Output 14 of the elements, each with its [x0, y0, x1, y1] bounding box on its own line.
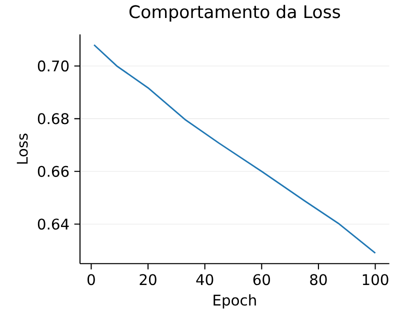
y-tick-label: 0.70 — [38, 60, 69, 72]
chart-title: Comportamento da Loss — [129, 4, 340, 22]
y-axis-title: Loss — [16, 134, 28, 164]
x-tick-label: 60 — [253, 274, 270, 286]
x-axis-title: Epoch — [214, 294, 256, 308]
x-tick-label: 20 — [140, 274, 156, 286]
x-tick-label: 80 — [310, 274, 327, 286]
x-tick-label: 0 — [88, 274, 95, 286]
x-tick-label: 40 — [196, 274, 214, 286]
y-tick-label: 0.68 — [38, 113, 69, 124]
y-tick-label: 0.64 — [38, 218, 69, 230]
y-tick-label: 0.66 — [38, 166, 69, 177]
line-series — [93, 44, 376, 254]
x-tick-label: 100 — [362, 274, 388, 286]
